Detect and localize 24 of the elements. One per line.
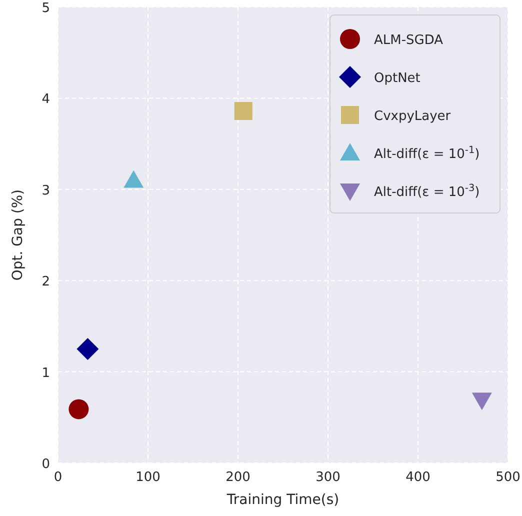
x-tick-label: 0 (54, 470, 62, 485)
y-tick-label: 3 (42, 183, 50, 198)
y-tick-label: 5 (42, 1, 50, 16)
y-tick-label: 0 (42, 457, 50, 472)
point (472, 392, 492, 410)
x-tick-label: 500 (496, 470, 520, 485)
point (68, 399, 89, 420)
x-tick-label: 300 (316, 470, 340, 485)
x-tick-label: 100 (136, 470, 160, 485)
y-axis-title: Opt. Gap (%) (10, 189, 26, 281)
legend-label: ALM-SGDA (374, 33, 444, 48)
point (124, 170, 144, 188)
legend-label: Alt-diff(ε = 10$^{-1}$) (374, 144, 480, 162)
x-axis-title: Training Time(s) (226, 492, 340, 508)
x-tick-label: 200 (226, 470, 250, 485)
legend-label: CvxpyLayer (374, 109, 452, 124)
y-tick-label: 2 (42, 274, 50, 290)
x-tick-label: 400 (406, 470, 430, 485)
legend-label: OptNet (374, 71, 420, 86)
y-tick-label: 1 (42, 366, 50, 381)
legend-label: Alt-diff(ε = 10$^{-3}$) (374, 182, 480, 200)
point (76, 338, 99, 360)
y-tick-label: 4 (42, 92, 50, 108)
point (234, 102, 252, 120)
